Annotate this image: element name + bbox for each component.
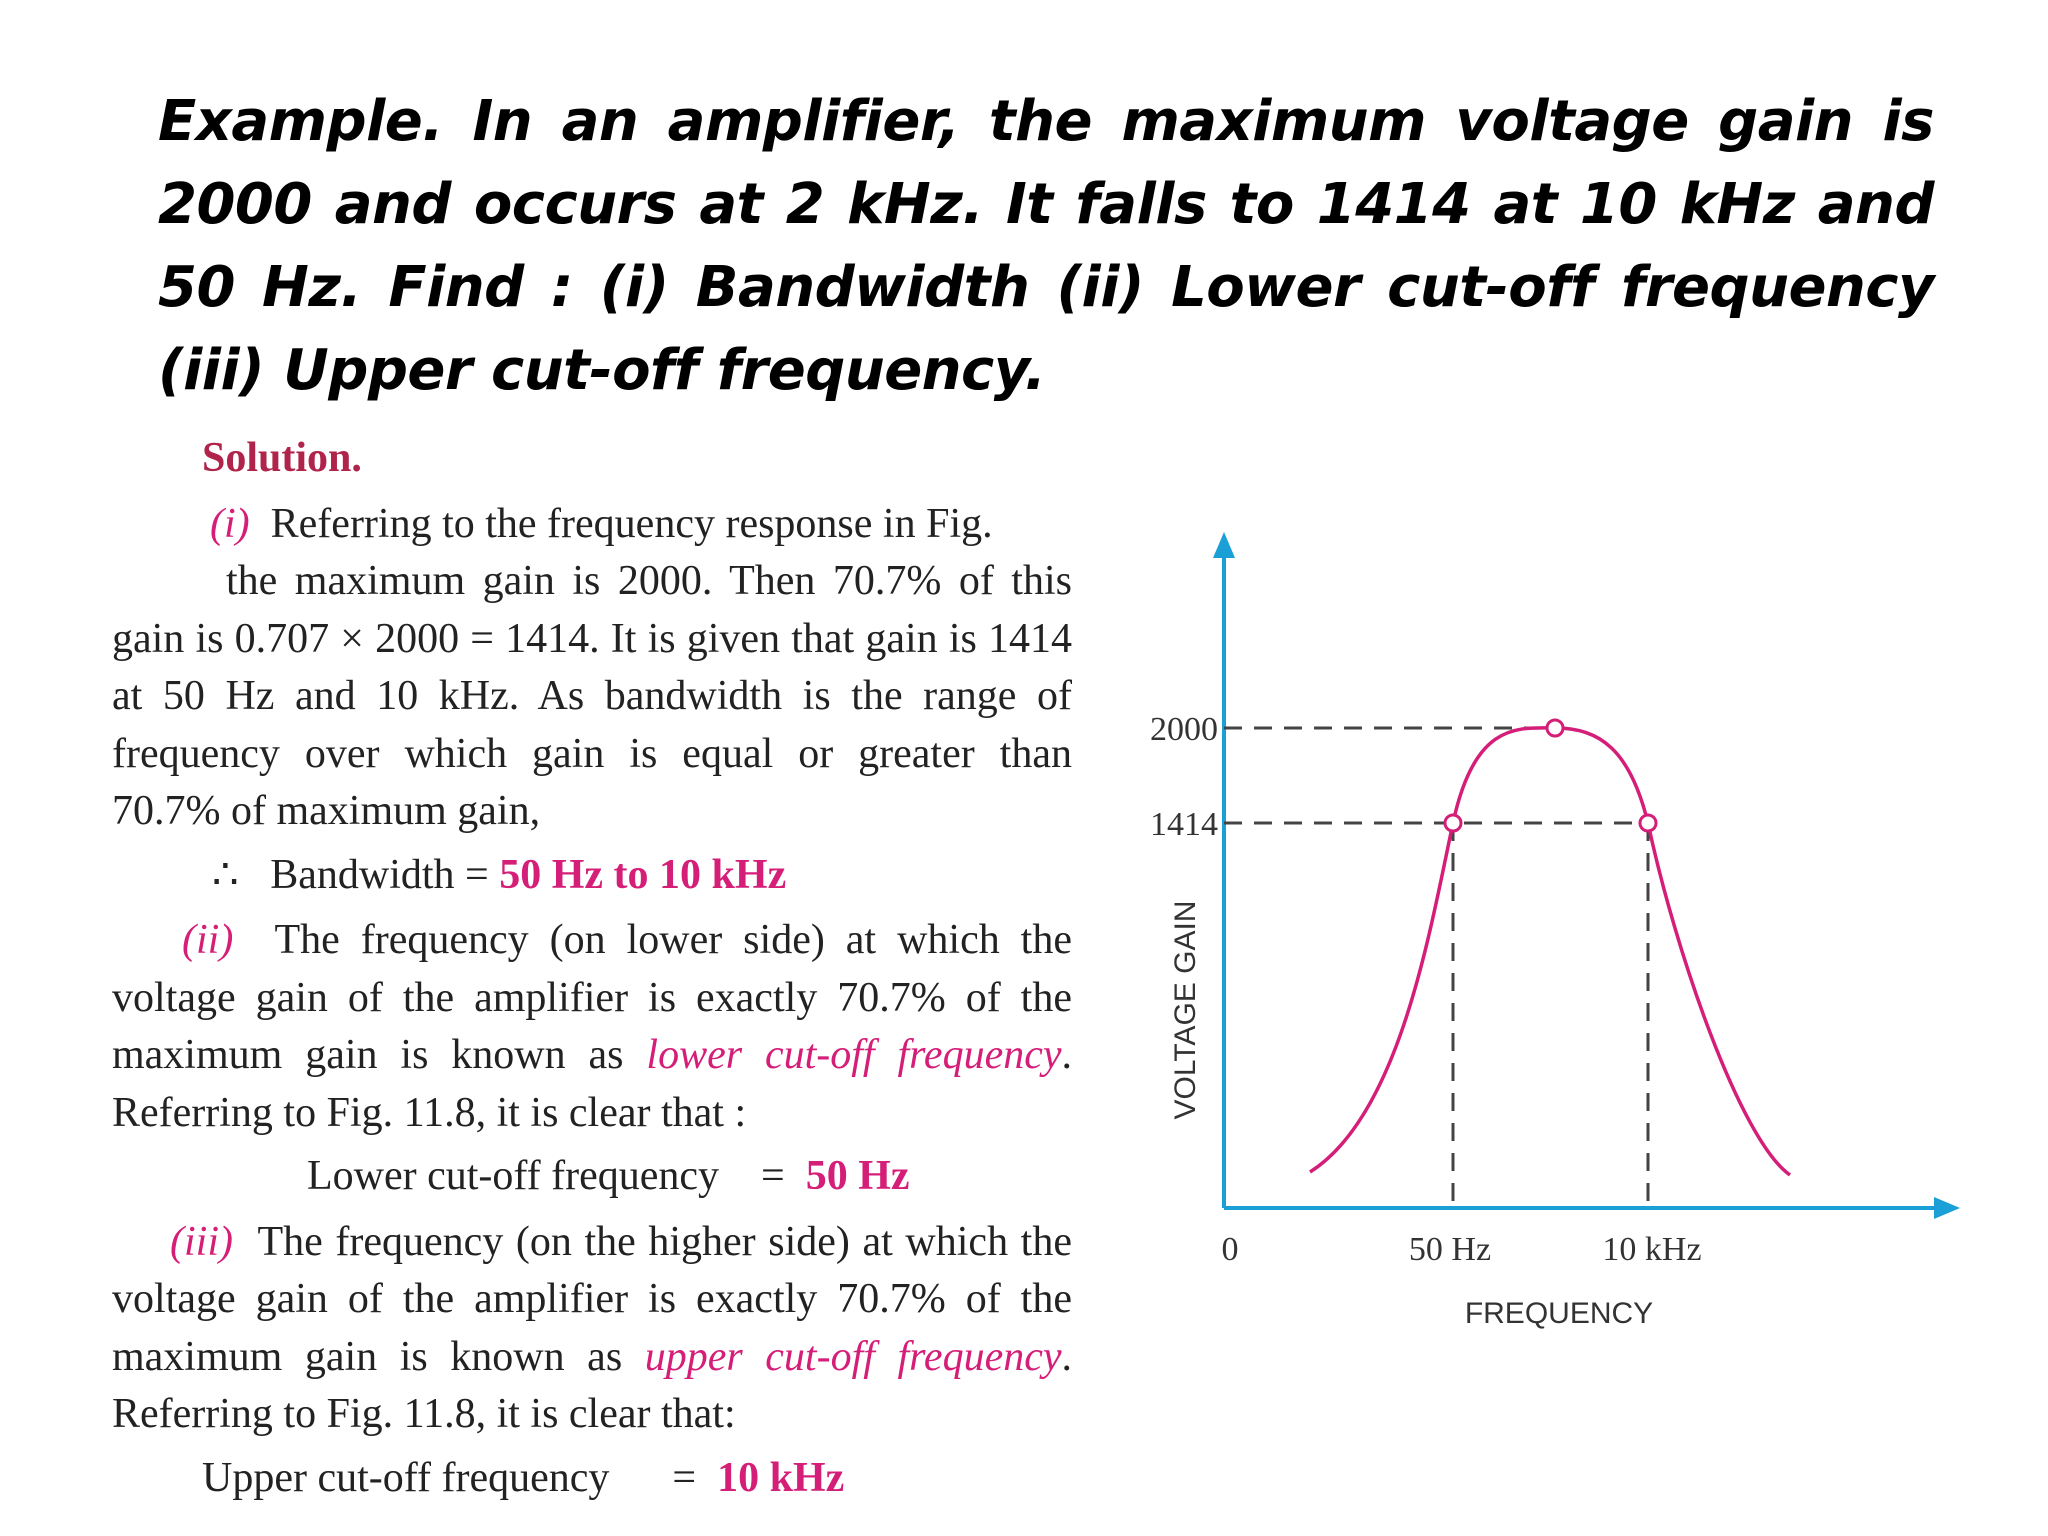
lower-cutoff-point bbox=[1443, 813, 1463, 833]
x-origin-label: 0 bbox=[1222, 1231, 1239, 1268]
part3-result: Upper cut-off frequency = 10 kHz bbox=[202, 1450, 1072, 1508]
y-axis-arrow-icon bbox=[1213, 532, 1235, 558]
lower-cutoff-term: lower cut-off frequency bbox=[646, 1032, 1062, 1078]
x-axis-arrow-icon bbox=[1934, 1197, 1960, 1219]
part1-text: the maximum gain is 2000. Then 70.7% of … bbox=[112, 558, 1072, 834]
part3-body: The frequency (on the higher side) at wh… bbox=[112, 1218, 1072, 1380]
y-tick-1414: 1414 bbox=[1150, 806, 1218, 843]
y-tick-2000: 2000 bbox=[1150, 711, 1218, 748]
x-tick-10khz: 10 kHz bbox=[1602, 1231, 1701, 1268]
equals-sign: = bbox=[672, 1454, 697, 1501]
part1-label: (i) bbox=[210, 500, 250, 547]
part2-text: (ii) The frequency (on lower side) at wh… bbox=[112, 912, 1072, 1142]
lower-cutoff-label: Lower cut-off frequency bbox=[307, 1153, 720, 1199]
part3-label: (iii) bbox=[170, 1218, 233, 1265]
problem-statement: Example. In an amplifier, the maximum vo… bbox=[158, 89, 1935, 403]
part2-body: The frequency (on lower side) at which t… bbox=[112, 917, 1072, 1078]
response-curve bbox=[1309, 726, 1792, 1177]
part1-result: ∴ Bandwidth = 50 Hz to 10 kHz bbox=[212, 847, 1072, 905]
part1-first-line: (i) Referring to the frequency response … bbox=[210, 496, 1072, 554]
upper-cutoff-point bbox=[1638, 813, 1658, 833]
x-axis-label: FREQUENCY bbox=[1465, 1297, 1653, 1330]
part3-text: (iii) The frequency (on the higher side)… bbox=[112, 1214, 1072, 1444]
y-axis-label: VOLTAGE GAIN bbox=[1169, 901, 1202, 1120]
therefore-symbol: ∴ bbox=[212, 851, 239, 898]
frequency-response-figure: 2000 1414 0 50 Hz 10 kHz FREQUENCY VOLTA… bbox=[1150, 532, 1960, 1330]
x-tick-50hz: 50 Hz bbox=[1409, 1231, 1491, 1268]
part3-after: . Referring to Fig. 11.8, it is clear th… bbox=[112, 1333, 1072, 1438]
part2-after: . Referring to Fig. 11.8, it is clear th… bbox=[112, 1032, 1073, 1136]
equals-sign: = bbox=[761, 1153, 785, 1199]
bandwidth-label: Bandwidth = bbox=[270, 851, 489, 898]
upper-cutoff-term: upper cut-off frequency bbox=[644, 1333, 1062, 1380]
upper-cutoff-label: Upper cut-off frequency bbox=[202, 1454, 610, 1501]
part2-result: Lower cut-off frequency = 50 Hz bbox=[307, 1148, 1072, 1206]
upper-cutoff-value: 10 kHz bbox=[717, 1454, 845, 1501]
solution-heading: Solution. bbox=[202, 435, 362, 481]
lower-cutoff-value: 50 Hz bbox=[805, 1153, 910, 1199]
part2-label: (ii) bbox=[182, 917, 234, 963]
bandwidth-value: 50 Hz to 10 kHz bbox=[499, 851, 787, 898]
peak-point bbox=[1545, 718, 1565, 738]
part1-line1: Referring to the frequency response in F… bbox=[270, 500, 993, 547]
solution-text: Solution. (i) Referring to the frequency… bbox=[112, 430, 1072, 1515]
